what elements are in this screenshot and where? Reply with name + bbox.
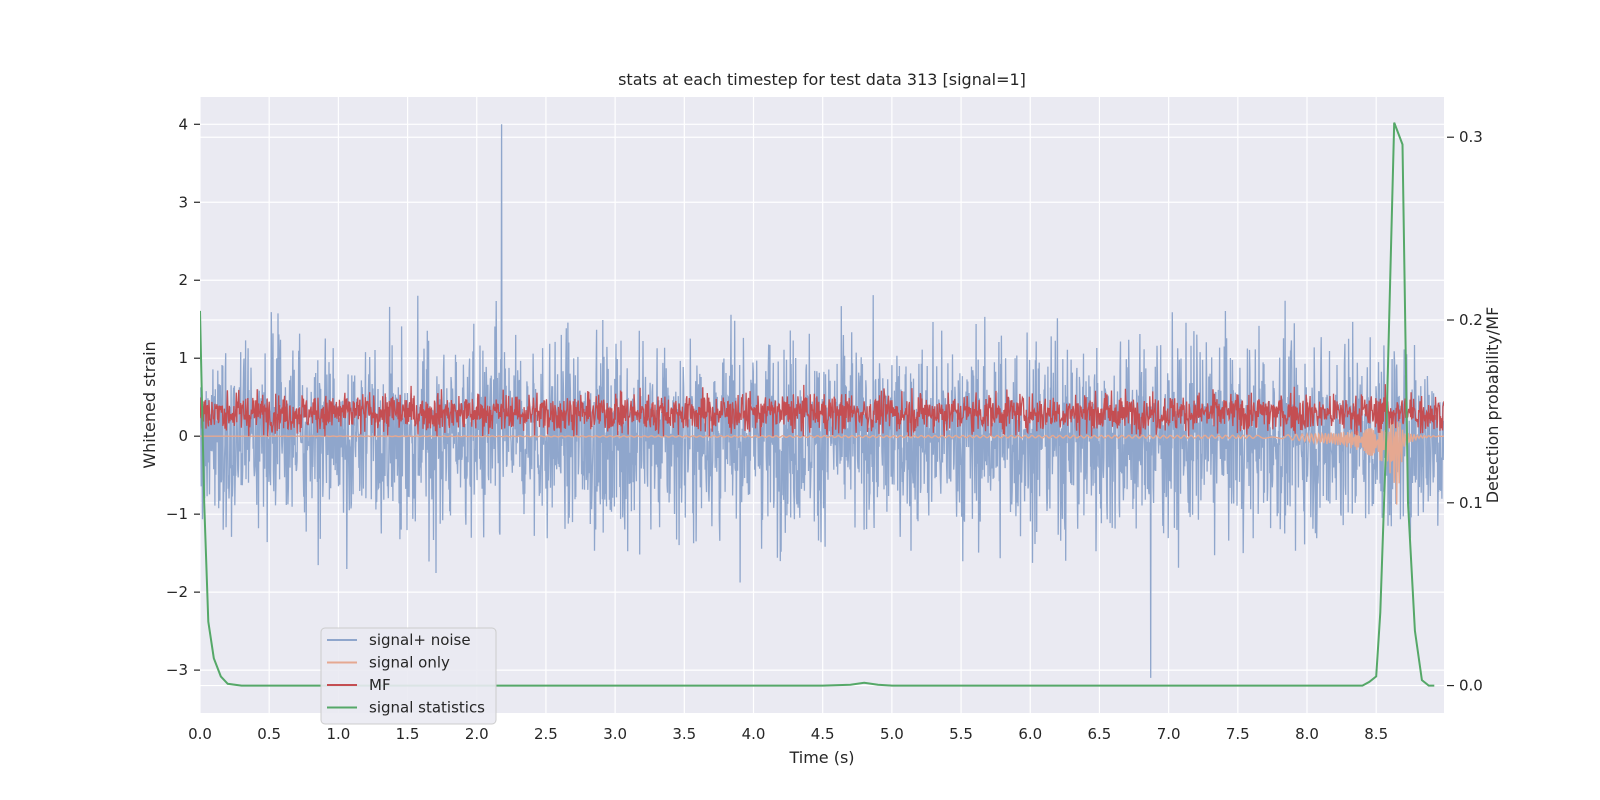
x-tick-label: 3.0 bbox=[603, 725, 627, 743]
y2-tick-label: 0.3 bbox=[1459, 128, 1483, 146]
series-signal-only bbox=[200, 419, 1444, 505]
x-tick-label: 2.5 bbox=[534, 725, 558, 743]
y2-tick-label: 0.1 bbox=[1459, 494, 1483, 512]
x-tick-label: 8.5 bbox=[1364, 725, 1388, 743]
x-tick-label: 8.0 bbox=[1295, 725, 1319, 743]
x-tick-label: 4.0 bbox=[742, 725, 766, 743]
y2-tick-label: 0.2 bbox=[1459, 311, 1483, 329]
right-axis-ticks: 0.0 0.1 0.2 0.3 bbox=[1447, 128, 1483, 695]
y-tick-label: −1 bbox=[166, 505, 188, 523]
x-tick-label: 4.5 bbox=[811, 725, 835, 743]
x-tick-label: 5.0 bbox=[880, 725, 904, 743]
y-tick-label: 3 bbox=[178, 193, 188, 211]
legend-box bbox=[320, 627, 497, 725]
x-tick-label: 7.5 bbox=[1226, 725, 1250, 743]
legend-label: signal only bbox=[369, 654, 450, 672]
legend-label: signal statistics bbox=[369, 699, 485, 717]
x-axis-label: Time (s) bbox=[788, 748, 854, 767]
x-tick-label: 1.0 bbox=[326, 725, 350, 743]
left-axis-ticks: −3 −2 −1 0 1 2 3 4 bbox=[166, 115, 200, 679]
series-mf bbox=[200, 384, 1444, 437]
x-tick-label: 0.0 bbox=[188, 725, 212, 743]
y-tick-label: 4 bbox=[178, 115, 188, 133]
y-tick-label: 2 bbox=[178, 271, 188, 289]
x-tick-label: 1.5 bbox=[396, 725, 420, 743]
legend: signal+ noise signal only MF signal statist… bbox=[320, 627, 497, 725]
y2-tick-label: 0.0 bbox=[1459, 677, 1483, 695]
x-tick-label: 5.5 bbox=[949, 725, 973, 743]
x-tick-label: 3.5 bbox=[672, 725, 696, 743]
y-tick-label: 0 bbox=[178, 427, 188, 445]
x-tick-label: 2.0 bbox=[465, 725, 489, 743]
y-tick-label: 1 bbox=[178, 349, 188, 367]
x-tick-label: 0.5 bbox=[257, 725, 281, 743]
y-tick-label: −2 bbox=[166, 583, 188, 601]
y-tick-label: −3 bbox=[166, 661, 188, 679]
x-axis-ticks: 0.0 0.5 1.0 1.5 2.0 2.5 3.0 3.5 4.0 4.5 5.0 5.5 6.0 6… bbox=[188, 725, 1388, 743]
x-tick-label: 6.5 bbox=[1088, 725, 1112, 743]
series-layer bbox=[200, 122, 1444, 687]
legend-label: MF bbox=[369, 676, 391, 694]
y-axis-label: Whitened strain bbox=[140, 341, 159, 468]
series-signal-statistics bbox=[200, 122, 1435, 687]
chart-title: stats at each timestep for test data 313… bbox=[618, 70, 1026, 89]
x-tick-label: 6.0 bbox=[1018, 725, 1042, 743]
y2-axis-label: Detection probability/MF bbox=[1483, 307, 1502, 504]
x-tick-label: 7.0 bbox=[1157, 725, 1181, 743]
legend-label: signal+ noise bbox=[369, 631, 471, 649]
